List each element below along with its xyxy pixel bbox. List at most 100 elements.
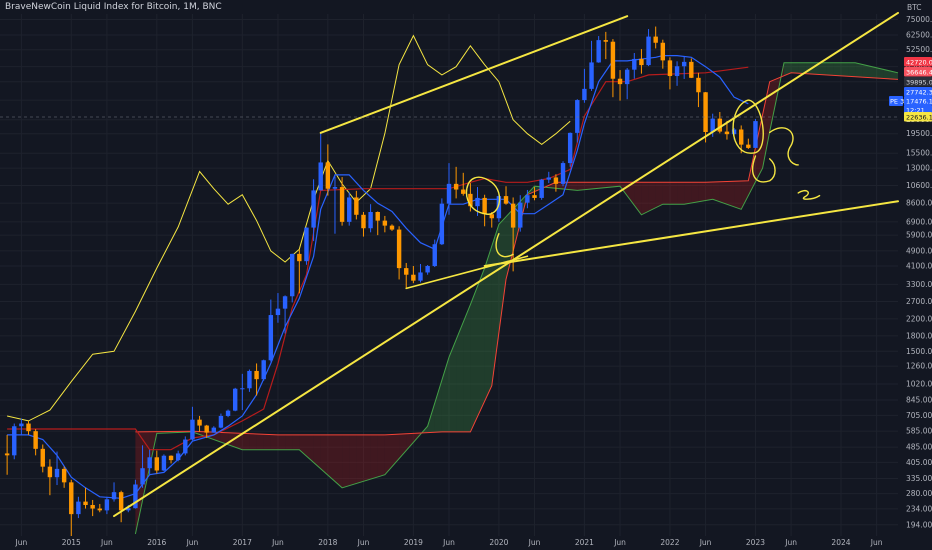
support-trendline-long bbox=[113, 11, 899, 518]
cloud-segment bbox=[598, 182, 606, 189]
cloud-segment bbox=[577, 182, 585, 191]
price-tick-label: 10600.00 bbox=[906, 181, 932, 190]
trendline-drawings[interactable] bbox=[113, 11, 899, 518]
candle-body bbox=[268, 315, 274, 361]
time-tick-label: Jun bbox=[528, 538, 541, 547]
circle-annotation-2023 bbox=[732, 99, 764, 154]
price-tick-label: 405.00 bbox=[906, 458, 932, 467]
cloud-segment bbox=[655, 182, 663, 208]
price-tick-label: 1020.00 bbox=[906, 380, 932, 389]
candle-body bbox=[660, 42, 666, 61]
candle-body bbox=[510, 203, 516, 228]
time-tick-label: 2024 bbox=[831, 538, 850, 547]
candle-body bbox=[375, 212, 380, 221]
candle-body bbox=[396, 229, 402, 269]
cloud-segment bbox=[677, 182, 685, 205]
candle-body bbox=[681, 61, 687, 67]
price-tick-label: 19500.00 bbox=[906, 129, 932, 138]
candle-body bbox=[482, 197, 487, 215]
cloud-segment bbox=[890, 71, 898, 80]
price-badge-label: 39895.00 bbox=[906, 79, 932, 87]
cloud-segment bbox=[249, 433, 257, 450]
cloud-segment bbox=[705, 182, 713, 201]
candle-body bbox=[118, 492, 124, 511]
cloud-segment bbox=[456, 322, 464, 432]
price-badge-label: 22636.16 bbox=[906, 114, 932, 122]
price-badge-label: 12:21 bbox=[906, 107, 925, 115]
cloud-segment bbox=[784, 62, 792, 76]
cloud-segment bbox=[434, 380, 442, 433]
cloud-segment bbox=[392, 434, 400, 467]
candle-body bbox=[674, 66, 680, 77]
time-tick-label: 2018 bbox=[318, 538, 337, 547]
cloud-segment bbox=[819, 62, 827, 75]
time-tick-label: 2023 bbox=[746, 538, 765, 547]
time-tick-label: Jun bbox=[100, 538, 113, 547]
cloud-segment bbox=[634, 182, 642, 215]
candle-body bbox=[4, 453, 10, 456]
price-tick-label: 705.00 bbox=[906, 411, 932, 420]
cloud-segment bbox=[342, 434, 350, 488]
cloud-segment bbox=[306, 434, 314, 463]
cloud-segment bbox=[591, 182, 599, 189]
cloud-segment bbox=[470, 286, 478, 432]
candle-body bbox=[225, 410, 231, 416]
candle-body bbox=[76, 501, 81, 515]
candle-body bbox=[653, 36, 658, 43]
price-tick-label: 194.00 bbox=[906, 520, 932, 529]
cloud-segment bbox=[627, 182, 635, 206]
price-tick-label: 43000.00 bbox=[906, 62, 932, 71]
cloud-segment bbox=[370, 434, 378, 480]
cloud-segment bbox=[584, 182, 592, 190]
cloud-segment bbox=[826, 62, 834, 76]
cloud-segment bbox=[327, 434, 335, 482]
cloud-segment bbox=[484, 246, 492, 402]
time-axis[interactable]: Jun 2015 Jun 2016 Jun 2017 Jun 2018 Jun 2019 Jun 20… bbox=[15, 538, 883, 547]
time-tick-label: 2021 bbox=[575, 538, 594, 547]
cloud-segment bbox=[684, 182, 692, 205]
candle-body bbox=[318, 162, 323, 191]
crosshair-tag bbox=[889, 96, 903, 106]
time-tick-label: Jun bbox=[15, 538, 28, 547]
candle-body bbox=[589, 62, 594, 89]
symbol-exchange: BNC bbox=[202, 2, 222, 12]
symbol-interval: 1M bbox=[183, 2, 197, 12]
cloud-segment bbox=[841, 62, 849, 77]
cloud-segment bbox=[449, 339, 457, 432]
cloud-segment bbox=[313, 434, 321, 469]
candle-body bbox=[518, 202, 523, 228]
cloud-segment bbox=[349, 434, 357, 486]
price-tick-label: 4100.00 bbox=[906, 262, 932, 271]
price-badge bbox=[904, 67, 932, 77]
time-tick-label: Jun bbox=[870, 538, 883, 547]
price-badge bbox=[904, 87, 932, 97]
cloud-segment bbox=[377, 434, 385, 477]
symbol-header[interactable]: BraveNewCoin Liquid Index for Bitcoin, 1… bbox=[5, 2, 222, 12]
candle-body bbox=[33, 431, 38, 449]
candle-body bbox=[746, 144, 751, 148]
candle-body bbox=[147, 457, 152, 469]
candle-body bbox=[624, 69, 630, 85]
cloud-segment bbox=[727, 181, 735, 207]
candle-body bbox=[211, 427, 217, 433]
candle-body bbox=[461, 189, 466, 194]
candle-body bbox=[560, 163, 566, 184]
cloud-segment bbox=[662, 182, 670, 205]
cloud-segment bbox=[712, 181, 720, 202]
candle-body bbox=[532, 195, 537, 198]
candle-body bbox=[254, 370, 259, 380]
crosshair-tag-label: PE 3 bbox=[890, 98, 904, 106]
cloud-segment bbox=[791, 62, 799, 74]
cloud-segment bbox=[734, 181, 742, 210]
price-tick-label: 62500.00 bbox=[906, 30, 932, 39]
candle-body bbox=[26, 423, 31, 432]
candle-body bbox=[133, 484, 138, 509]
cloud-segment bbox=[498, 216, 506, 333]
price-tick-label: 335.00 bbox=[906, 474, 932, 483]
candle-body bbox=[446, 183, 452, 204]
price-badge-label: 42720.00 bbox=[906, 59, 932, 67]
time-tick-label: 2022 bbox=[660, 538, 679, 547]
squiggle-annotation bbox=[797, 189, 821, 200]
time-tick-label: Jun bbox=[271, 538, 284, 547]
